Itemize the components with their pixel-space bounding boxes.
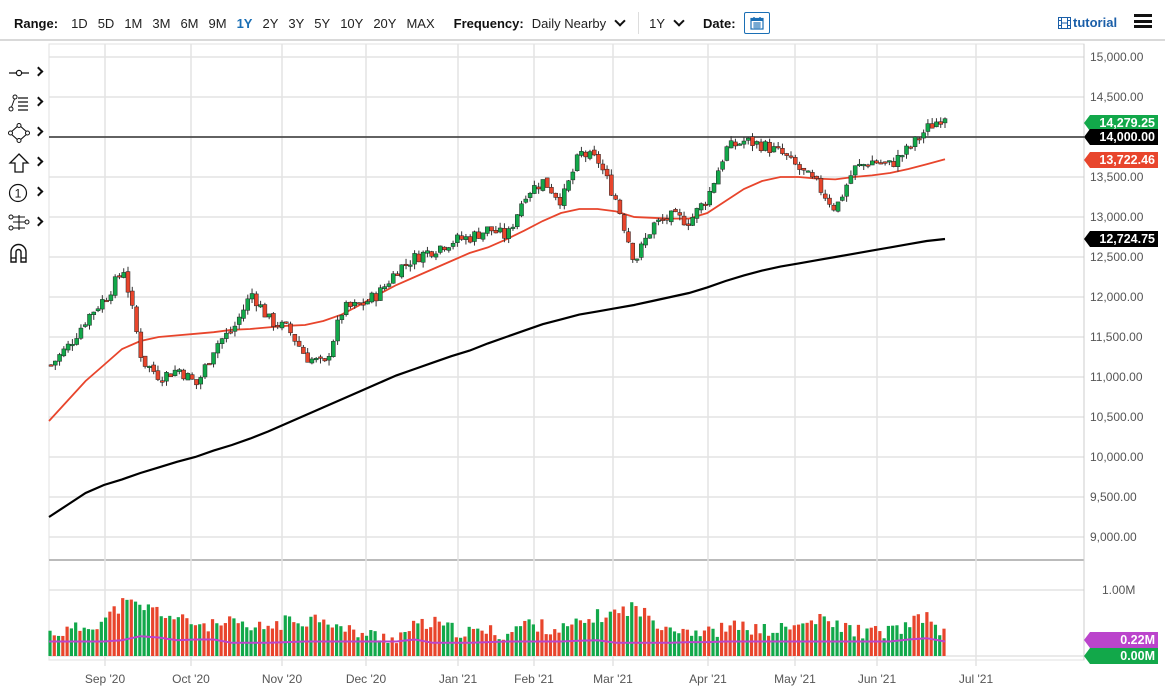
ma50-line bbox=[48, 158, 946, 422]
fib-retracement-icon bbox=[8, 94, 28, 112]
price-tag: 0.00M bbox=[1084, 648, 1158, 664]
measure-icon bbox=[8, 214, 30, 231]
chevron-right-icon bbox=[33, 216, 44, 227]
arrow-tool[interactable] bbox=[8, 148, 48, 178]
time-axis: Sep '20 Oct '20 Nov '20 Dec '20 Jan '21 Feb '… bbox=[85, 672, 994, 686]
range-3m[interactable]: 3M bbox=[152, 15, 171, 31]
svg-text:Jun '21: Jun '21 bbox=[858, 672, 897, 686]
price-tag: 13,722.46 bbox=[1084, 152, 1158, 168]
frequency-value: Daily Nearby bbox=[531, 15, 607, 31]
svg-text:15,000.00: 15,000.00 bbox=[1090, 50, 1144, 64]
range-1m[interactable]: 1M bbox=[124, 15, 143, 31]
magnet-icon bbox=[10, 243, 27, 263]
tutorial-label: tutorial bbox=[1073, 15, 1118, 30]
annotation-tool[interactable]: 1 bbox=[8, 178, 48, 208]
volume-bars bbox=[48, 598, 946, 656]
frequency-dropdown[interactable]: Daily Nearby bbox=[531, 15, 632, 31]
range-6m[interactable]: 6M bbox=[180, 15, 199, 31]
range-2y[interactable]: 2Y bbox=[262, 15, 279, 31]
svg-text:Oct '20: Oct '20 bbox=[172, 672, 210, 686]
fibonacci-tool[interactable] bbox=[8, 88, 48, 118]
price-tag: 14,279.25 bbox=[1084, 115, 1158, 131]
chevron-right-icon bbox=[33, 66, 44, 77]
svg-text:Apr '21: Apr '21 bbox=[689, 672, 727, 686]
shape-nodes-icon bbox=[8, 123, 30, 143]
toolbar-row: Range: 1D 5D 1M 3M 6M 9M 1Y 2Y 3Y 5Y 10Y 20Y MAX Fre… bbox=[14, 12, 770, 34]
range-options: 1D 5D 1M 3M 6M 9M 1Y 2Y 3Y 5Y 10Y 20Y MAX bbox=[66, 16, 440, 31]
shapes-tool[interactable] bbox=[8, 118, 48, 148]
svg-text:10,500.00: 10,500.00 bbox=[1090, 410, 1144, 424]
svg-text:10,000.00: 10,000.00 bbox=[1090, 450, 1144, 464]
chevron-right-icon bbox=[33, 126, 44, 137]
ma200-line bbox=[48, 237, 946, 518]
tutorial-link[interactable]: tutorial bbox=[1058, 15, 1117, 30]
range-label: Range: bbox=[14, 15, 59, 31]
line-tool[interactable] bbox=[8, 58, 48, 88]
film-icon bbox=[1058, 16, 1071, 29]
frequency-label: Frequency: bbox=[453, 15, 524, 31]
chevron-down-icon bbox=[673, 15, 685, 27]
range-5y[interactable]: 5Y bbox=[314, 15, 331, 31]
calendar-icon bbox=[749, 17, 764, 30]
svg-text:13,500.00: 13,500.00 bbox=[1090, 170, 1144, 184]
measure-tool[interactable] bbox=[8, 208, 48, 238]
svg-text:9,000.00: 9,000.00 bbox=[1090, 530, 1137, 544]
chevron-right-icon bbox=[33, 96, 44, 107]
svg-text:Jul '21: Jul '21 bbox=[959, 672, 994, 686]
svg-text:Sep '20: Sep '20 bbox=[85, 672, 126, 686]
svg-text:May '21: May '21 bbox=[774, 672, 816, 686]
range-1d[interactable]: 1D bbox=[71, 15, 88, 31]
range-9m[interactable]: 9M bbox=[208, 15, 227, 31]
date-label: Date: bbox=[703, 15, 736, 31]
price-tag: 0.22M bbox=[1084, 632, 1158, 648]
price-tag: 12,724.75 bbox=[1084, 231, 1158, 247]
magnet-tool[interactable] bbox=[8, 238, 48, 268]
svg-text:12,500.00: 12,500.00 bbox=[1090, 250, 1144, 264]
volume-ma-line bbox=[49, 635, 946, 644]
range-max[interactable]: MAX bbox=[406, 15, 435, 31]
range-1y[interactable]: 1Y bbox=[236, 15, 253, 31]
svg-text:11,500.00: 11,500.00 bbox=[1090, 330, 1143, 344]
candlesticks bbox=[48, 117, 948, 390]
svg-text:1: 1 bbox=[15, 187, 22, 201]
svg-text:13,000.00: 13,000.00 bbox=[1090, 210, 1144, 224]
numbered-circle-icon: 1 bbox=[8, 183, 28, 203]
svg-text:Mar '21: Mar '21 bbox=[593, 672, 633, 686]
period-dropdown[interactable]: 1Y bbox=[649, 15, 691, 31]
date-picker-button[interactable] bbox=[743, 12, 770, 34]
period-value: 1Y bbox=[649, 15, 666, 31]
drawing-toolbar: 1 bbox=[8, 58, 48, 268]
range-20y[interactable]: 20Y bbox=[373, 15, 397, 31]
chart-grid bbox=[48, 43, 1085, 666]
chevron-down-icon bbox=[614, 15, 626, 27]
svg-text:1.00M: 1.00M bbox=[1102, 583, 1135, 597]
hamburger-menu-icon[interactable] bbox=[1134, 14, 1152, 28]
svg-text:9,500.00: 9,500.00 bbox=[1090, 490, 1137, 504]
line-segment-icon bbox=[9, 69, 29, 77]
price-tag: 14,000.00 bbox=[1084, 129, 1158, 145]
svg-text:Nov '20: Nov '20 bbox=[262, 672, 303, 686]
up-arrow-icon bbox=[8, 153, 30, 173]
chevron-right-icon bbox=[33, 186, 44, 197]
svg-text:14,500.00: 14,500.00 bbox=[1090, 90, 1144, 104]
svg-text:Jan '21: Jan '21 bbox=[439, 672, 478, 686]
range-5d[interactable]: 5D bbox=[97, 15, 115, 31]
chevron-right-icon bbox=[33, 156, 44, 167]
svg-text:Feb '21: Feb '21 bbox=[514, 672, 554, 686]
svg-text:Dec '20: Dec '20 bbox=[346, 672, 387, 686]
svg-text:12,000.00: 12,000.00 bbox=[1090, 290, 1144, 304]
range-10y[interactable]: 10Y bbox=[340, 15, 364, 31]
chart-toolbar: Range: 1D 5D 1M 3M 6M 9M 1Y 2Y 3Y 5Y 10Y 20Y MAX Fre… bbox=[0, 0, 1165, 41]
toolbar-divider bbox=[638, 12, 640, 34]
range-3y[interactable]: 3Y bbox=[288, 15, 305, 31]
svg-text:11,000.00: 11,000.00 bbox=[1090, 370, 1143, 384]
